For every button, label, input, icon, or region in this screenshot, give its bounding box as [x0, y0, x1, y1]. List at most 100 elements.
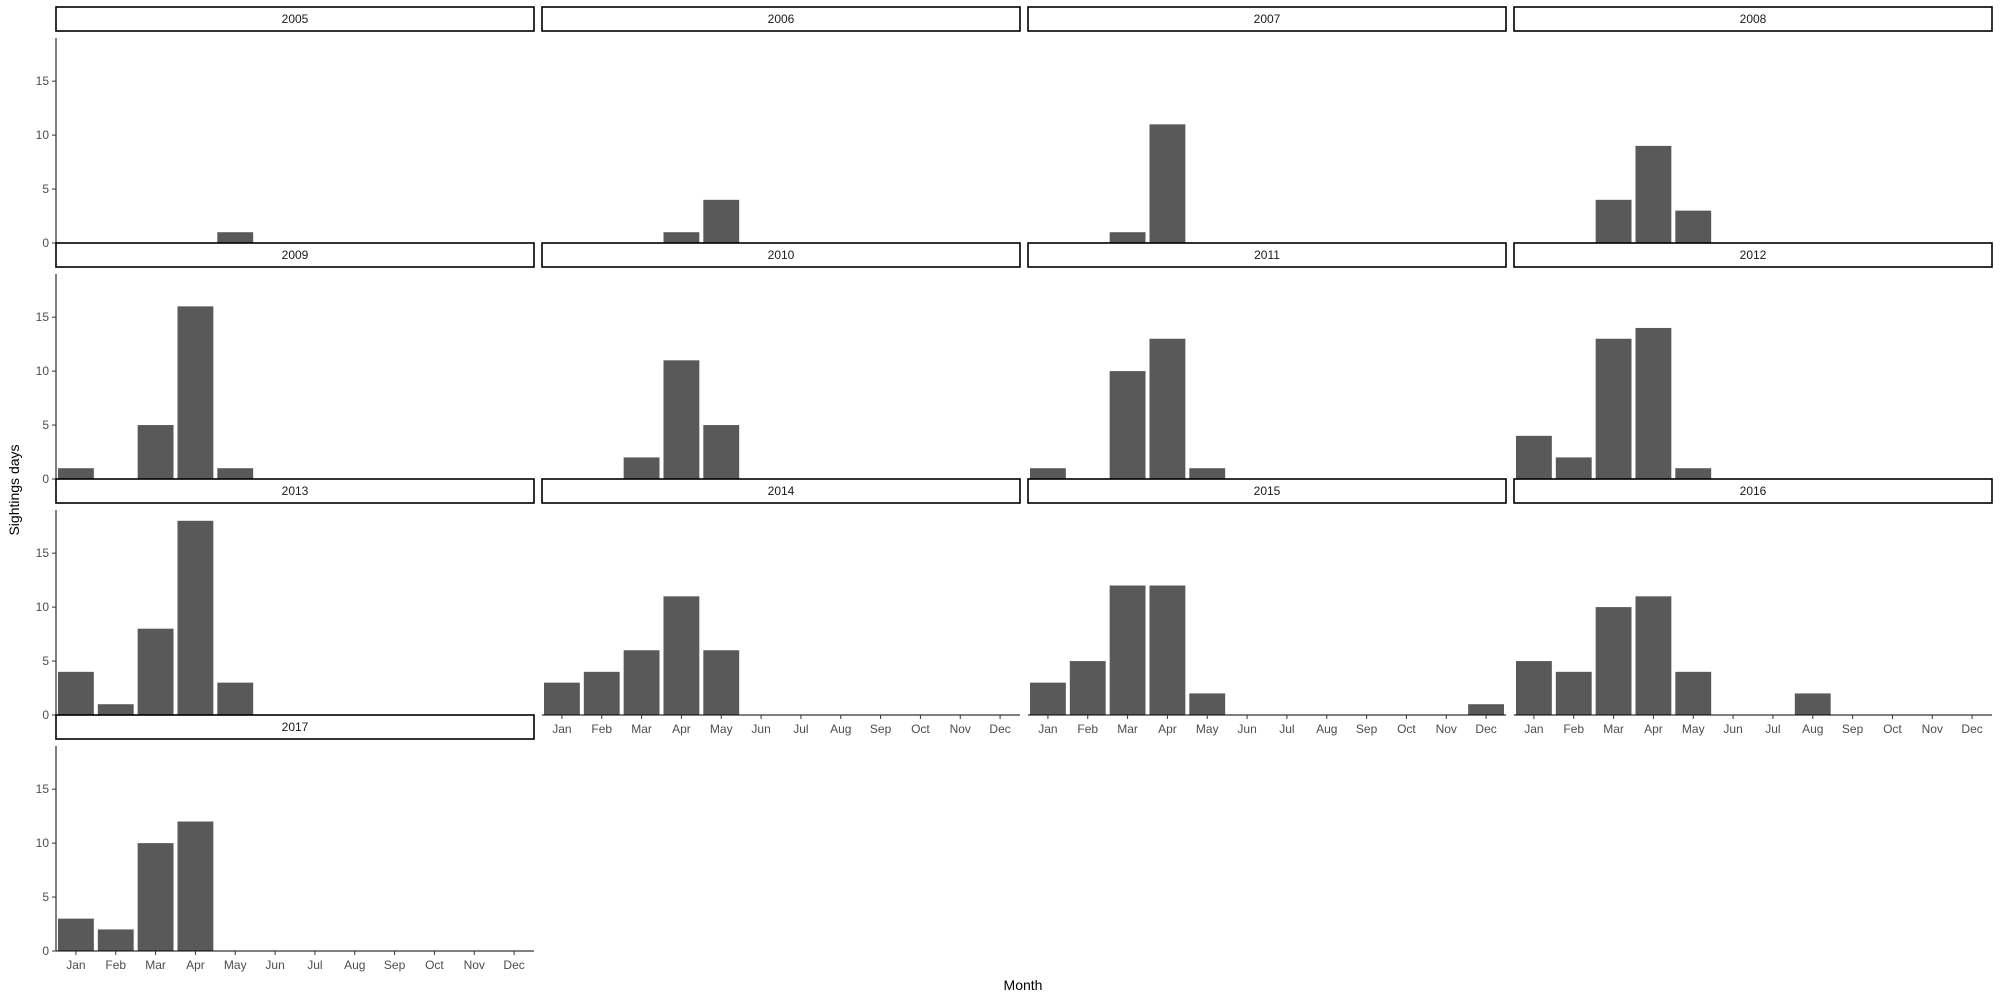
x-tick-label: Jul	[1279, 722, 1294, 736]
y-tick-label: 10	[36, 836, 50, 850]
bar-2011-mar	[1109, 371, 1146, 479]
y-tick-label: 15	[36, 310, 50, 324]
y-tick-label: 5	[42, 418, 49, 432]
bar-2013-apr	[177, 520, 214, 715]
x-tick-label: Feb	[1077, 722, 1098, 736]
facet-strip	[55, 242, 535, 268]
bar-2013-may	[217, 682, 254, 715]
x-tick-label: Mar	[145, 958, 166, 972]
facet-strip-label: 2011	[1254, 248, 1280, 262]
facet-strip	[1513, 242, 1993, 268]
bar-2014-mar	[623, 650, 660, 715]
facet-panel-2013: 2013 0 5 10 15	[36, 478, 535, 722]
x-axis-title: Month	[1004, 977, 1043, 993]
facet-panel-2010: 2010	[541, 242, 1021, 479]
bar-2006-may	[703, 199, 740, 243]
y-tick-label: 10	[36, 128, 50, 142]
bar-2014-jan	[543, 682, 580, 715]
bar-2014-feb	[583, 671, 620, 715]
y-tick-label: 10	[36, 364, 50, 378]
y-tick-label: 0	[42, 708, 49, 722]
bar-2013-mar	[137, 628, 174, 715]
y-tick-label: 0	[42, 236, 49, 250]
facet-panel-2005: 2005 0 5 10 15	[36, 6, 535, 250]
x-tick-label: Sep	[1842, 722, 1864, 736]
x-tick-label: Sep	[1356, 722, 1378, 736]
y-tick-label: 0	[42, 944, 49, 958]
bar-2015-apr	[1149, 585, 1186, 715]
bar-2015-feb	[1069, 661, 1106, 715]
x-tick-label: Jul	[307, 958, 322, 972]
x-tick-label: Aug	[1316, 722, 1337, 736]
facet-panel-2007: 2007	[1027, 6, 1507, 243]
bar-2011-may	[1189, 468, 1226, 479]
x-tick-label: Feb	[1563, 722, 1584, 736]
bar-2013-feb	[97, 704, 134, 715]
facet-strip	[55, 6, 535, 32]
facet-strip	[541, 478, 1021, 504]
x-tick-label: Nov	[464, 958, 485, 972]
bar-2009-mar	[137, 425, 174, 479]
x-tick-label: Apr	[186, 958, 205, 972]
x-tick-label: Aug	[1802, 722, 1823, 736]
facet-strip	[55, 478, 535, 504]
facet-strip-label: 2006	[768, 12, 795, 26]
bar-2016-aug	[1794, 693, 1831, 715]
facet-strip-label: 2010	[768, 248, 795, 262]
x-tick-label: Jun	[751, 722, 770, 736]
y-tick-label: 15	[36, 546, 50, 560]
facet-strip-label: 2013	[282, 484, 309, 498]
bar-2007-apr	[1149, 124, 1186, 243]
facet-panel-2012: 2012	[1513, 242, 1993, 479]
bar-2006-apr	[663, 232, 700, 243]
x-tick-label: Dec	[503, 958, 524, 972]
x-tick-label: Oct	[1883, 722, 1902, 736]
facet-panel-2016: 2016 Jan Feb Mar Apr May Jun Jul Aug Sep Oct Nov Dec	[1513, 478, 1993, 736]
x-tick-label: May	[1196, 722, 1219, 736]
bar-2012-jan	[1515, 435, 1552, 479]
facet-strip-label: 2016	[1740, 484, 1767, 498]
x-tick-label: Apr	[1644, 722, 1663, 736]
facet-strip	[1027, 6, 1507, 32]
x-tick-label: Jul	[1765, 722, 1780, 736]
x-tick-label: May	[1682, 722, 1705, 736]
facet-panel-2006: 2006	[541, 6, 1021, 243]
facet-strip-label: 2012	[1740, 248, 1767, 262]
y-tick-label: 0	[42, 472, 49, 486]
facet-strip-label: 2015	[1254, 484, 1281, 498]
x-tick-label: Apr	[672, 722, 691, 736]
bar-2017-mar	[137, 843, 174, 951]
bar-2011-jan	[1029, 468, 1066, 479]
facet-panel-2015: 2015 Jan Feb Mar Apr May Jun Jul Aug Sep Oct Nov Dec	[1027, 478, 1507, 736]
y-tick-label: 5	[42, 654, 49, 668]
x-tick-label: Nov	[1436, 722, 1457, 736]
bar-2009-may	[217, 468, 254, 479]
y-tick-label: 15	[36, 782, 50, 796]
x-tick-label: Mar	[1117, 722, 1138, 736]
x-tick-label: Mar	[631, 722, 652, 736]
facet-strip	[1513, 6, 1993, 32]
bar-2017-jan	[57, 918, 94, 951]
facet-strip	[541, 6, 1021, 32]
bar-2011-apr	[1149, 338, 1186, 479]
facet-strip	[55, 714, 535, 740]
bar-2008-may	[1675, 210, 1712, 243]
y-tick-label: 10	[36, 600, 50, 614]
x-tick-label: Nov	[1922, 722, 1943, 736]
facet-panel-2008: 2008	[1513, 6, 1993, 243]
facet-panel-2009: 2009 0 5 10 15	[36, 242, 535, 486]
bar-2007-mar	[1109, 232, 1146, 243]
facet-panel-2014: 2014 Jan Feb Mar Apr May Jun Jul Aug Sep Oct Nov Dec	[541, 478, 1021, 736]
bar-2008-mar	[1595, 199, 1632, 243]
bar-2016-mar	[1595, 607, 1632, 715]
x-tick-label: Nov	[950, 722, 971, 736]
y-tick-label: 15	[36, 74, 50, 88]
bar-2016-feb	[1555, 671, 1592, 715]
bar-2010-mar	[623, 457, 660, 479]
bar-2014-may	[703, 650, 740, 715]
facet-panels: 2005 0 5 10 15 2006 2007 2008 2009 0 5 10 15 2010 2011…	[36, 6, 1993, 972]
bar-2010-apr	[663, 360, 700, 479]
x-tick-label: Oct	[911, 722, 930, 736]
x-tick-label: May	[710, 722, 733, 736]
